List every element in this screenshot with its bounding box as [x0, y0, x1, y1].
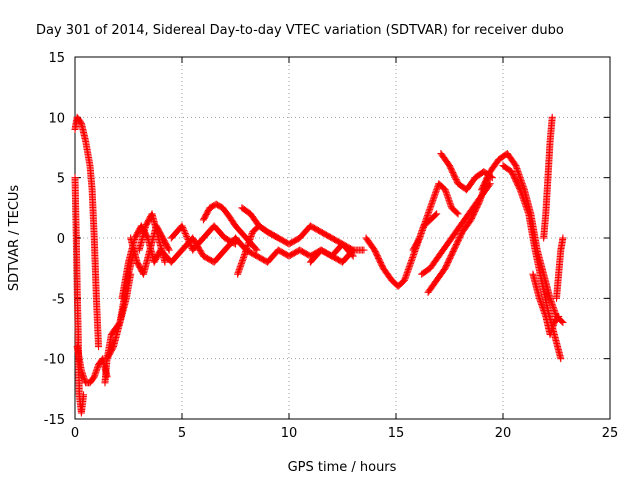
- data-point: [95, 343, 103, 351]
- data-point: [184, 236, 192, 244]
- y-tick-labels: -15 -10 -5 0 5 10 15: [44, 51, 65, 428]
- y-tick-label: 10: [48, 111, 65, 126]
- data-point: [559, 318, 567, 326]
- data-point: [230, 239, 238, 247]
- data-point: [185, 239, 193, 247]
- x-tick-label: 10: [281, 426, 298, 441]
- data-point: [559, 234, 567, 242]
- data-point: [453, 209, 461, 217]
- data-point: [253, 246, 261, 254]
- data-point: [178, 222, 186, 230]
- data-point: [360, 246, 368, 254]
- x-axis-label: GPS time / hours: [288, 460, 397, 475]
- data-point: [348, 247, 356, 255]
- data-point: [557, 355, 565, 363]
- y-tick-label: -10: [44, 353, 65, 368]
- x-tick-label: 5: [178, 426, 186, 441]
- data-point: [181, 229, 189, 237]
- data-point: [179, 223, 187, 231]
- grid-lines: [75, 57, 610, 419]
- x-tick-label: 20: [495, 426, 512, 441]
- data-point: [179, 225, 187, 233]
- data-point: [161, 258, 169, 266]
- data-points: [71, 113, 567, 417]
- data-point: [180, 226, 188, 234]
- data-point: [558, 317, 566, 325]
- y-tick-label: 15: [48, 51, 65, 66]
- data-point: [181, 228, 189, 236]
- data-point: [187, 242, 195, 250]
- x-tick-label: 0: [71, 426, 79, 441]
- y-tick-label: -5: [52, 292, 65, 307]
- data-point: [164, 245, 172, 253]
- y-tick-label: 0: [57, 232, 65, 247]
- y-tick-label: -15: [44, 413, 65, 428]
- data-point: [548, 113, 556, 121]
- data-point: [515, 184, 523, 192]
- chart-title: Day 301 of 2014, Sidereal Day-to-day VTE…: [36, 23, 564, 38]
- data-point: [186, 240, 194, 248]
- x-tick-label: 15: [388, 426, 405, 441]
- data-point: [349, 246, 357, 254]
- data-point: [232, 240, 239, 248]
- data-point: [80, 391, 88, 399]
- x-tick-labels: 0 5 10 15 20 25: [71, 426, 618, 441]
- data-point: [183, 232, 191, 240]
- data-point: [433, 210, 441, 218]
- y-axis-label: SDTVAR / TECUs: [7, 185, 22, 292]
- data-point: [182, 231, 190, 239]
- x-tick-label: 25: [602, 426, 619, 441]
- data-point: [454, 210, 462, 218]
- data-point: [555, 312, 563, 320]
- data-point: [432, 211, 440, 219]
- data-point: [554, 314, 562, 322]
- data-point: [252, 245, 260, 253]
- data-point: [475, 199, 483, 207]
- data-point: [183, 234, 191, 242]
- data-point: [165, 246, 173, 254]
- data-point: [185, 237, 193, 245]
- y-tick-label: 5: [57, 172, 65, 187]
